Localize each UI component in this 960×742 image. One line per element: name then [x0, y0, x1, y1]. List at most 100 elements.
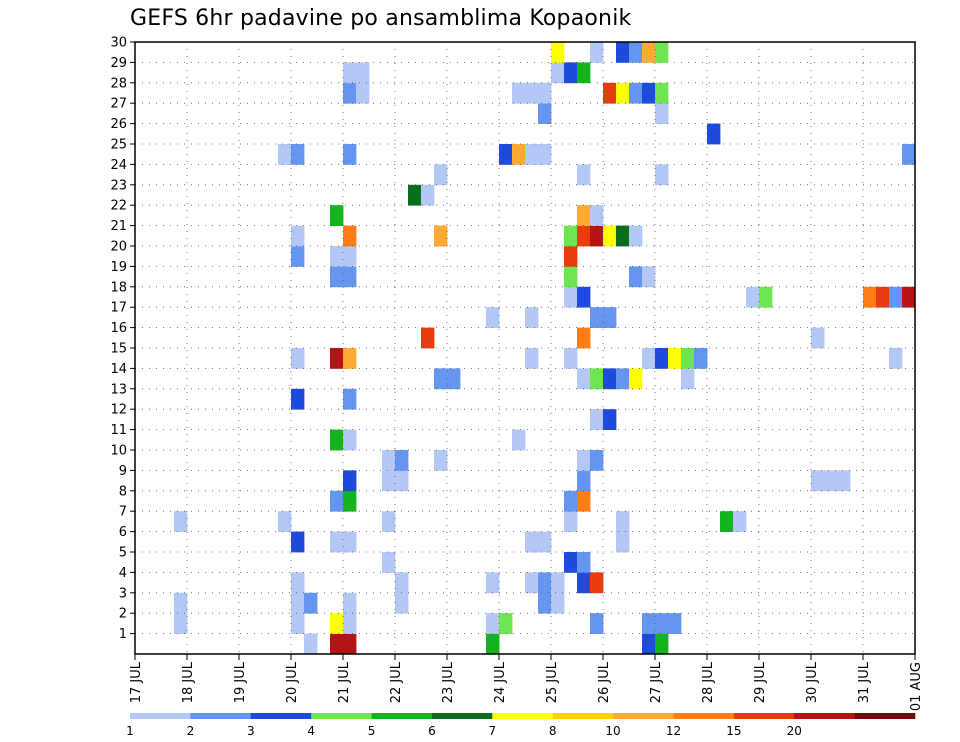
heatmap-cell — [291, 144, 305, 165]
heatmap-cell — [655, 613, 669, 634]
heatmap-cell — [343, 531, 357, 553]
heatmap-cell — [837, 470, 851, 492]
colorbar-tick-label: 8 — [549, 724, 557, 738]
heatmap-cell — [902, 144, 916, 165]
heatmap-cell — [343, 246, 357, 267]
heatmap-cell — [291, 225, 305, 247]
heatmap-cell — [330, 266, 344, 288]
heatmap-cell — [434, 225, 448, 247]
y-tick-label: 25 — [110, 138, 127, 153]
colorbar-swatch — [733, 713, 795, 719]
x-tick-label: 28 JUL — [701, 661, 716, 703]
heatmap-cell — [577, 450, 591, 471]
x-tick-label: 19 JUL — [233, 661, 248, 703]
heatmap-cell — [291, 348, 305, 369]
heatmap-cell — [434, 450, 448, 471]
x-tick-label: 25 JUL — [545, 661, 560, 703]
heatmap-cell — [343, 62, 357, 84]
heatmap-cell — [434, 368, 448, 390]
heatmap-cell — [343, 470, 357, 492]
heatmap-cell — [590, 409, 604, 430]
heatmap-cell — [616, 368, 630, 390]
heatmap-cell — [707, 123, 721, 145]
y-tick-label: 1 — [119, 627, 127, 642]
colorbar-swatch — [854, 713, 916, 719]
heatmap-cell — [876, 286, 890, 308]
heatmap-cell — [330, 531, 344, 553]
heatmap-cell — [889, 348, 903, 369]
heatmap-cell — [577, 225, 591, 247]
colorbar-tick-label: 20 — [787, 724, 802, 738]
colorbar-swatch — [250, 713, 312, 719]
heatmap-cell — [642, 266, 656, 288]
heatmap-cell — [577, 552, 591, 573]
heatmap-cell — [343, 388, 357, 410]
heatmap-cell — [291, 572, 305, 594]
colorbar-swatch — [673, 713, 735, 719]
heatmap-cell — [174, 613, 188, 634]
heatmap-cell — [304, 592, 318, 614]
colorbar-tick-label: 3 — [247, 724, 255, 738]
heatmap-cell — [291, 592, 305, 614]
y-tick-label: 28 — [110, 76, 127, 91]
heatmap-cell — [434, 164, 448, 186]
heatmap-cell — [512, 144, 526, 165]
heatmap-cell — [629, 42, 643, 63]
heatmap-cell — [655, 82, 669, 104]
heatmap-cell — [395, 592, 409, 614]
heatmap-cell — [902, 286, 916, 308]
x-tick-label: 20 JUL — [285, 661, 300, 703]
heatmap-cell — [564, 225, 578, 247]
heatmap-cell — [616, 511, 630, 532]
heatmap-cell — [538, 572, 552, 594]
heatmap-cell — [642, 633, 656, 655]
y-tick-label: 21 — [110, 219, 127, 234]
colorbar-swatch — [492, 713, 553, 719]
heatmap-cell — [291, 246, 305, 267]
heatmap-cell — [577, 470, 591, 492]
heatmap-cell — [278, 144, 292, 165]
colorbar-tick-label: 4 — [307, 724, 315, 738]
heatmap-cell — [564, 266, 578, 288]
heatmap-cell — [291, 531, 305, 553]
heatmap-cell — [343, 225, 357, 247]
heatmap-cell — [551, 592, 565, 614]
heatmap-cell — [629, 266, 643, 288]
heatmap-cell — [577, 368, 591, 390]
x-tick-label: 21 JUL — [337, 661, 352, 703]
heatmap-cell — [356, 62, 370, 84]
heatmap-cell — [616, 42, 630, 63]
heatmap-cell — [577, 572, 591, 594]
heatmap-cell — [720, 511, 734, 532]
colorbar-swatch — [371, 713, 433, 719]
x-tick-label: 23 JUL — [441, 661, 456, 703]
heatmap-cell — [395, 572, 409, 594]
heatmap-cell — [330, 246, 344, 267]
y-tick-label: 19 — [110, 260, 127, 275]
heatmap-cell — [486, 307, 500, 328]
colorbar-swatch — [794, 713, 855, 719]
heatmap-cell — [486, 613, 500, 634]
y-tick-label: 30 — [110, 36, 127, 51]
heatmap-cell — [655, 103, 669, 124]
heatmap-cell — [590, 613, 604, 634]
heatmap-cell — [551, 62, 565, 84]
heatmap-cell — [746, 286, 760, 308]
heatmap-cell — [525, 82, 539, 104]
heatmap-cell — [616, 225, 630, 247]
heatmap-cell — [642, 42, 656, 63]
heatmap-cell — [590, 450, 604, 471]
heatmap-cell — [668, 613, 682, 634]
heatmap-cell — [603, 409, 617, 430]
heatmap-cell — [681, 368, 695, 390]
colorbar: 1 2 3 4 5 6 7 8 10 12 15 20 — [126, 713, 916, 738]
colorbar-tick-label: 15 — [726, 724, 741, 738]
heatmap-cell — [330, 429, 344, 451]
colorbar-tick-label: 5 — [368, 724, 376, 738]
heatmap-cell — [291, 613, 305, 634]
colorbar-tick-label: 7 — [488, 724, 496, 738]
heatmap-cell — [733, 511, 747, 532]
heatmap-cell — [538, 82, 552, 104]
y-tick-label: 29 — [110, 56, 127, 71]
heatmap-cell — [889, 286, 903, 308]
